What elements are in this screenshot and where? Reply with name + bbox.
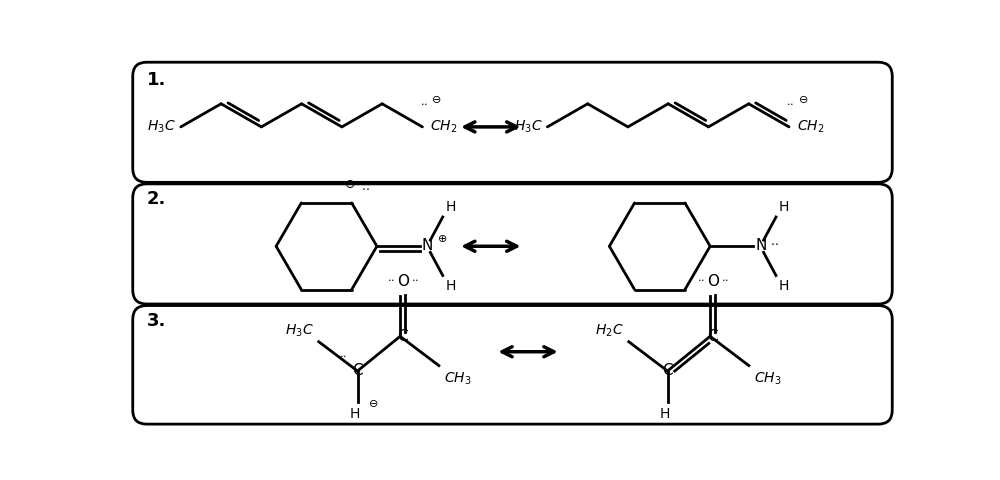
Text: $\cdot\!\cdot$: $\cdot\!\cdot$ bbox=[387, 275, 395, 284]
Text: $H_3C$: $H_3C$ bbox=[514, 119, 543, 135]
Text: $\ominus$: $\ominus$ bbox=[344, 179, 356, 192]
Text: $CH_3$: $CH_3$ bbox=[754, 370, 781, 386]
Text: $\cdot\!\cdot$: $\cdot\!\cdot$ bbox=[411, 275, 420, 284]
Text: C: C bbox=[352, 363, 363, 379]
Text: $H_2C$: $H_2C$ bbox=[595, 322, 624, 339]
Text: $CH_3$: $CH_3$ bbox=[444, 370, 471, 386]
Text: $\cdot\!\cdot$: $\cdot\!\cdot$ bbox=[361, 182, 370, 195]
Text: $\oplus$: $\oplus$ bbox=[437, 233, 448, 244]
Text: $\cdot\!\cdot$: $\cdot\!\cdot$ bbox=[697, 275, 705, 284]
Text: H: H bbox=[446, 278, 456, 293]
Text: O: O bbox=[707, 274, 719, 288]
Text: H: H bbox=[446, 200, 456, 214]
Text: $\cdot\!\cdot$: $\cdot\!\cdot$ bbox=[770, 238, 779, 251]
Text: C: C bbox=[707, 329, 718, 344]
Text: H: H bbox=[779, 278, 789, 293]
Text: C: C bbox=[662, 363, 673, 379]
Text: O: O bbox=[397, 274, 409, 288]
Text: 1.: 1. bbox=[147, 72, 166, 89]
Text: $\cdot\!\cdot$: $\cdot\!\cdot$ bbox=[420, 97, 428, 108]
Text: $H_3C$: $H_3C$ bbox=[285, 322, 314, 339]
Text: $H_3C$: $H_3C$ bbox=[147, 119, 176, 135]
Text: H: H bbox=[659, 407, 670, 421]
Text: 2.: 2. bbox=[147, 190, 166, 208]
Text: $\ominus$: $\ominus$ bbox=[798, 95, 808, 105]
Text: $CH_2$: $CH_2$ bbox=[430, 119, 458, 135]
Text: $\ominus$: $\ominus$ bbox=[368, 398, 379, 409]
Text: $\cdot\!\cdot$: $\cdot\!\cdot$ bbox=[339, 350, 348, 360]
Text: 3.: 3. bbox=[147, 312, 166, 330]
Text: C: C bbox=[397, 329, 408, 344]
Text: $\ominus$: $\ominus$ bbox=[431, 95, 442, 105]
Text: $\cdot\!\cdot$: $\cdot\!\cdot$ bbox=[786, 97, 795, 108]
Text: $CH_2$: $CH_2$ bbox=[797, 119, 824, 135]
Text: $\cdot\!\cdot$: $\cdot\!\cdot$ bbox=[721, 275, 730, 284]
Text: N: N bbox=[755, 238, 766, 253]
Text: H: H bbox=[779, 200, 789, 214]
Text: H: H bbox=[349, 407, 360, 421]
Text: N: N bbox=[422, 238, 433, 253]
